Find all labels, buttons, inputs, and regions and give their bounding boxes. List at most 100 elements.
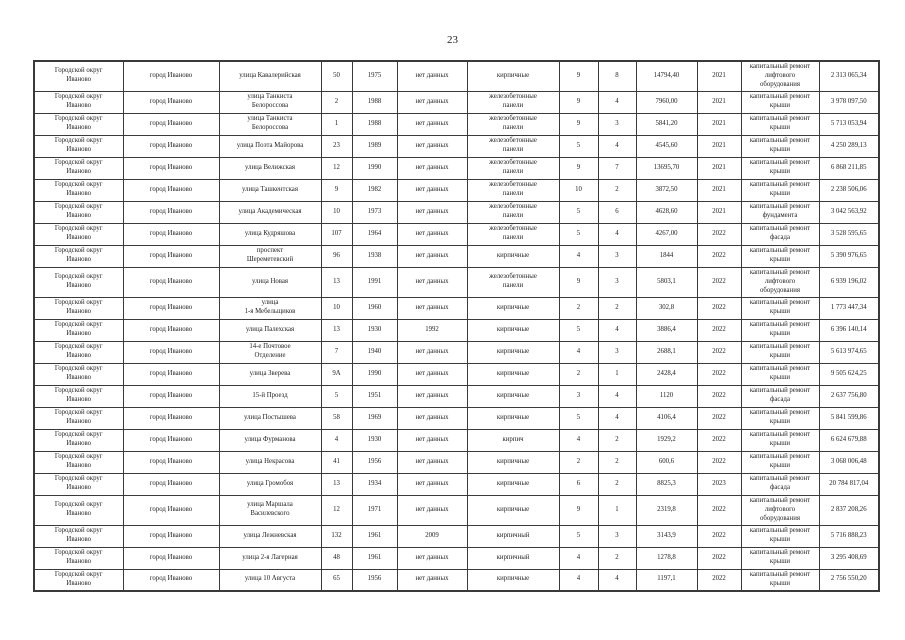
table-cell: город Иваново (122, 472, 220, 496)
table-cell: 2021 (696, 90, 742, 114)
table-cell: 8825,3 (635, 472, 698, 496)
table-row: Городской округ Иваново город Иваново улиц… (33, 450, 880, 474)
table-cell: капитальный ремонт лифтового оборудовани… (740, 266, 820, 298)
table-cell: Городской округ Иваново (33, 200, 124, 224)
table-cell: город Иваново (122, 200, 220, 224)
table-cell: улица Танкиста Белороссова (218, 112, 322, 136)
table-body: Городской округ Иваново город Иваново улиц… (33, 60, 880, 592)
table-cell: нет данных (396, 546, 468, 570)
table-cell: улица Некрасова (218, 450, 322, 474)
table-cell: проспект Шереметевский (218, 244, 322, 268)
table-row: Городской округ Иваново город Иваново прос… (33, 244, 880, 268)
table-cell: 12 (320, 494, 353, 526)
table-cell: кирпичный (466, 524, 560, 548)
table-cell: 1 (597, 362, 637, 386)
table-cell: 1956 (351, 450, 398, 474)
table-cell: капитальный ремонт фасада (740, 384, 820, 408)
table-cell: 1278,8 (635, 546, 698, 570)
table-cell: улица 10 Августа (218, 568, 322, 592)
table-cell: 1940 (351, 340, 398, 364)
table-cell: Городской округ Иваново (33, 266, 124, 298)
table-cell: 3 (597, 112, 637, 136)
table-cell: 2 (597, 546, 637, 570)
table-cell: город Иваново (122, 494, 220, 526)
table-cell: 9 (558, 156, 599, 180)
table-cell: 3 (597, 244, 637, 268)
table-cell: 2 (597, 428, 637, 452)
table-cell: 2 (320, 90, 353, 114)
table-cell: 2022 (696, 244, 742, 268)
table-cell: город Иваново (122, 524, 220, 548)
table-cell: 1951 (351, 384, 398, 408)
table-cell: 1990 (351, 362, 398, 386)
table-cell: город Иваново (122, 568, 220, 592)
table-row: Городской округ Иваново город Иваново улиц… (33, 200, 880, 224)
table-cell: капитальный ремонт крыши (740, 546, 820, 570)
table-cell: 10 (320, 296, 353, 320)
table-cell: 5 (558, 406, 599, 430)
table-cell: 4 (558, 546, 599, 570)
table-cell: капитальный ремонт крыши (740, 428, 820, 452)
table-cell: 9 (320, 178, 353, 202)
table-cell: железобетонные панели (466, 112, 560, 136)
table-cell: Городской округ Иваново (33, 450, 124, 474)
table-cell: нет данных (396, 200, 468, 224)
table-row: Городской округ Иваново город Иваново 14-е… (33, 340, 880, 364)
table-cell: 3143,9 (635, 524, 698, 548)
table-cell: 1930 (351, 428, 398, 452)
table-row: Городской округ Иваново город Иваново улиц… (33, 296, 880, 320)
table-cell: город Иваново (122, 244, 220, 268)
table-cell: город Иваново (122, 296, 220, 320)
table-cell: 6 939 196,02 (818, 266, 880, 298)
table-cell: нет данных (396, 494, 468, 526)
table-cell: 1989 (351, 134, 398, 158)
table-cell: 2021 (696, 112, 742, 136)
table-row: Городской округ Иваново город Иваново улиц… (33, 90, 880, 114)
table-cell: 107 (320, 222, 353, 246)
table-cell: капитальный ремонт крыши (740, 524, 820, 548)
table-cell: 2428,4 (635, 362, 698, 386)
table-cell: 3872,50 (635, 178, 698, 202)
table-cell: нет данных (396, 222, 468, 246)
table-cell: 1844 (635, 244, 698, 268)
table-cell: 2022 (696, 362, 742, 386)
table-cell: 7 (320, 340, 353, 364)
table-cell: капитальный ремонт крыши (740, 318, 820, 342)
table-cell: город Иваново (122, 60, 220, 92)
table-cell: капитальный ремонт лифтового оборудовани… (740, 494, 820, 526)
table-cell: город Иваново (122, 450, 220, 474)
table-cell: Городской округ Иваново (33, 112, 124, 136)
table-row: Городской округ Иваново город Иваново улиц… (33, 318, 880, 342)
table-cell: 14794,40 (635, 60, 698, 92)
table-cell: 2 (558, 296, 599, 320)
table-cell: 14-е Почтовое Отделение (218, 340, 322, 364)
table-cell: 2022 (696, 494, 742, 526)
table-cell: 13 (320, 472, 353, 496)
table-cell: 1938 (351, 244, 398, 268)
table-row: Городской округ Иваново город Иваново улиц… (33, 112, 880, 136)
table-cell: 302,8 (635, 296, 698, 320)
table-cell: улица 1-я Мебельщиков (218, 296, 322, 320)
table-cell: 4628,60 (635, 200, 698, 224)
table-row: Городской округ Иваново город Иваново улиц… (33, 60, 880, 92)
table-cell: нет данных (396, 90, 468, 114)
table-cell: 23 (320, 134, 353, 158)
table-cell: Городской округ Иваново (33, 384, 124, 408)
table-cell: кирпичные (466, 244, 560, 268)
table-row: Городской округ Иваново город Иваново улиц… (33, 406, 880, 430)
table-cell: улица Громобоя (218, 472, 322, 496)
table-cell: капитальный ремонт крыши (740, 178, 820, 202)
table-cell: 2 (558, 362, 599, 386)
table-row: Городской округ Иваново город Иваново улиц… (33, 568, 880, 592)
table-cell: город Иваново (122, 318, 220, 342)
table-cell: улица Палехская (218, 318, 322, 342)
table-cell: кирпичные (466, 494, 560, 526)
table-cell: улица Академическая (218, 200, 322, 224)
table-cell: 1971 (351, 494, 398, 526)
table-cell: 3 295 408,69 (818, 546, 880, 570)
table-cell: капитальный ремонт крыши (740, 156, 820, 180)
table-cell: 4 (597, 222, 637, 246)
table-cell: кирпичные (466, 296, 560, 320)
table-cell: 5 (558, 200, 599, 224)
table-cell: 1961 (351, 546, 398, 570)
